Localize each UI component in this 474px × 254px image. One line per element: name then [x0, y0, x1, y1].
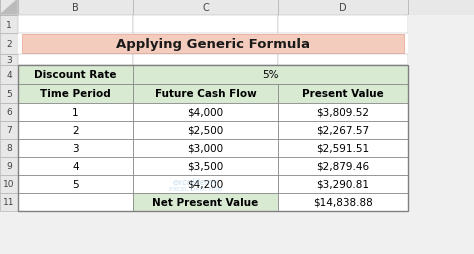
Bar	[18, 0, 133, 16]
Polygon shape	[1, 1, 17, 15]
Text: 3: 3	[72, 144, 79, 153]
Text: $2,591.51: $2,591.51	[317, 144, 370, 153]
Text: 1: 1	[72, 108, 79, 118]
Text: 5: 5	[72, 179, 79, 189]
Bar	[408, 16, 474, 254]
Text: Applying Generic Formula: Applying Generic Formula	[116, 38, 310, 51]
Text: 5%: 5%	[262, 70, 279, 80]
Bar	[278, 104, 408, 121]
Bar	[0, 55, 18, 66]
Bar	[0, 121, 18, 139]
Bar	[18, 85, 133, 104]
Text: $14,838.88: $14,838.88	[313, 197, 373, 207]
Text: 11: 11	[3, 198, 15, 207]
Bar	[133, 104, 278, 121]
Bar	[278, 175, 408, 193]
Text: Future Cash Flow: Future Cash Flow	[155, 89, 256, 99]
Bar	[133, 157, 278, 175]
Bar	[0, 175, 18, 193]
Bar	[18, 104, 133, 121]
Bar	[0, 157, 18, 175]
Bar	[278, 139, 408, 157]
Bar	[133, 66, 408, 85]
Bar	[0, 16, 18, 34]
Text: $3,000: $3,000	[187, 144, 224, 153]
Text: Net Present Value: Net Present Value	[152, 197, 259, 207]
Bar	[18, 139, 133, 157]
Text: 5: 5	[6, 90, 12, 99]
Text: $2,500: $2,500	[187, 125, 224, 135]
Text: 10: 10	[3, 180, 15, 189]
Bar	[0, 66, 18, 85]
Bar	[278, 16, 408, 34]
Bar	[278, 0, 408, 16]
Bar	[0, 34, 18, 55]
Bar	[0, 104, 18, 121]
Text: EXCEL DATA HUB: EXCEL DATA HUB	[169, 187, 222, 192]
Text: 7: 7	[6, 126, 12, 135]
Bar	[133, 121, 278, 139]
Bar	[0, 0, 18, 16]
Bar	[18, 193, 133, 211]
Text: $4,000: $4,000	[187, 108, 224, 118]
Bar	[18, 66, 133, 85]
Text: $4,200: $4,200	[187, 179, 224, 189]
Bar	[278, 157, 408, 175]
Bar	[18, 16, 133, 34]
Bar	[18, 121, 133, 139]
Text: exceldemy: exceldemy	[173, 178, 219, 187]
Bar	[22, 35, 404, 54]
Bar	[18, 175, 133, 193]
Text: B: B	[72, 3, 79, 13]
Bar	[0, 193, 18, 211]
Text: 8: 8	[6, 144, 12, 153]
Text: 2: 2	[72, 125, 79, 135]
Bar	[133, 85, 278, 104]
Bar	[133, 16, 278, 34]
Bar	[133, 55, 278, 66]
Bar	[18, 16, 408, 211]
Bar	[408, 0, 474, 16]
Text: D: D	[339, 3, 347, 13]
Bar	[133, 139, 278, 157]
Text: 3: 3	[6, 56, 12, 65]
Bar	[18, 157, 133, 175]
Text: 9: 9	[6, 162, 12, 171]
Text: $3,290.81: $3,290.81	[317, 179, 370, 189]
Text: Discount Rate: Discount Rate	[34, 70, 117, 80]
Bar	[278, 193, 408, 211]
Bar	[278, 85, 408, 104]
Text: $2,879.46: $2,879.46	[317, 161, 370, 171]
Text: Time Period: Time Period	[40, 89, 111, 99]
Text: 2: 2	[6, 40, 12, 49]
Text: $2,267.57: $2,267.57	[317, 125, 370, 135]
Bar	[133, 175, 278, 193]
Text: 1: 1	[6, 20, 12, 29]
Bar	[133, 193, 278, 211]
Text: 4: 4	[72, 161, 79, 171]
Bar	[0, 139, 18, 157]
Bar	[278, 55, 408, 66]
Bar	[0, 85, 18, 104]
Bar	[18, 55, 133, 66]
Text: C: C	[202, 3, 209, 13]
Text: $3,809.52: $3,809.52	[317, 108, 370, 118]
Bar	[18, 66, 408, 211]
Text: 4: 4	[6, 71, 12, 80]
Text: Present Value: Present Value	[302, 89, 384, 99]
Bar	[278, 121, 408, 139]
Text: $3,500: $3,500	[187, 161, 224, 171]
Text: 6: 6	[6, 108, 12, 117]
Bar	[0, 0, 18, 16]
Bar	[133, 0, 278, 16]
